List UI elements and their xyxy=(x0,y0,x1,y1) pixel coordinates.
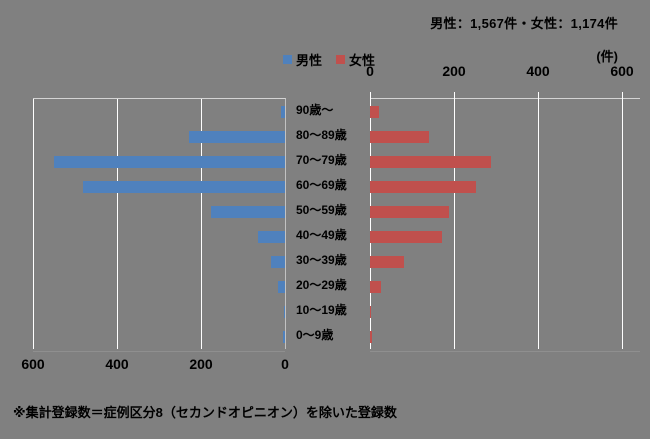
female-bar xyxy=(370,281,381,293)
male-bar xyxy=(283,331,285,343)
age-category-labels: 90歳～ 80～89歳 70～79歳 60～69歳 50～59歳 40～49歳 30～39歳… xyxy=(285,98,370,348)
totals-title: 男性：1,567件・女性：1,174件 xyxy=(430,16,618,31)
female-axis-tick-label: 600 xyxy=(610,63,634,79)
female-axis-tick xyxy=(622,92,623,99)
male-bar xyxy=(258,231,285,243)
male-axis-tick-label: 400 xyxy=(105,356,129,372)
female-bar xyxy=(370,206,449,218)
legend: 男性 女性 xyxy=(283,50,375,69)
footnote: ※集計登録数＝症例区分8（セカンドオピニオン）を除いた登録数 xyxy=(13,405,397,420)
male-axis-tick-label: 600 xyxy=(21,356,45,372)
female-bar xyxy=(370,156,491,168)
male-bar xyxy=(278,281,285,293)
female-gridline xyxy=(538,99,539,349)
male-axis-line xyxy=(33,351,285,352)
male-bar xyxy=(211,206,285,218)
male-bar xyxy=(83,181,285,193)
age-label: 60～69歳 xyxy=(296,178,347,192)
female-bar xyxy=(370,331,372,343)
female-plot-area xyxy=(370,92,640,352)
female-gridline xyxy=(370,99,371,349)
female-legend-label: 女性 xyxy=(349,53,376,68)
female-bar xyxy=(370,131,429,143)
female-bar xyxy=(370,181,476,193)
age-label: 0～9歳 xyxy=(296,328,334,342)
male-plot-area xyxy=(33,98,286,352)
male-bar xyxy=(284,306,285,318)
female-axis-tick-label: 0 xyxy=(366,63,374,79)
male-gridline xyxy=(117,99,118,349)
male-value-axis-labels: 600 400 200 0 xyxy=(21,356,289,372)
female-bar xyxy=(370,256,404,268)
male-gridline xyxy=(33,99,34,349)
male-axis-tick-label: 200 xyxy=(189,356,213,372)
legend-item-female: 女性 xyxy=(336,50,375,69)
age-label: 40～49歳 xyxy=(296,228,347,242)
age-label: 20～29歳 xyxy=(296,278,347,292)
unit-label: (件) xyxy=(596,49,618,64)
male-bar xyxy=(189,131,285,143)
age-label: 90歳～ xyxy=(296,103,334,117)
legend-item-male: 男性 xyxy=(283,50,322,69)
male-legend-label: 男性 xyxy=(296,53,323,68)
male-bar xyxy=(271,256,285,268)
female-axis-tick-label: 400 xyxy=(526,63,550,79)
female-axis-tick xyxy=(454,92,455,99)
age-label: 50～59歳 xyxy=(296,203,347,217)
female-bar xyxy=(370,106,379,118)
age-label: 10～19歳 xyxy=(296,303,347,317)
female-bar xyxy=(370,306,371,318)
male-bar xyxy=(281,106,285,118)
female-gridline xyxy=(454,99,455,349)
female-axis-line xyxy=(370,351,640,352)
age-label: 70～79歳 xyxy=(296,153,347,167)
female-legend-swatch-icon xyxy=(336,55,346,64)
age-label: 80～89歳 xyxy=(296,128,347,142)
female-value-axis-labels: 0 200 400 600 xyxy=(366,63,640,79)
male-legend-swatch-icon xyxy=(283,55,292,64)
female-axis-tick xyxy=(538,92,539,99)
female-bar xyxy=(370,231,442,243)
male-bar xyxy=(54,156,285,168)
male-axis-tick-label: 0 xyxy=(281,356,289,372)
female-axis-tick xyxy=(370,92,371,99)
age-label: 30～39歳 xyxy=(296,253,347,267)
male-gridline xyxy=(201,99,202,349)
female-axis-tick-label: 200 xyxy=(442,63,466,79)
female-gridline xyxy=(622,99,623,349)
